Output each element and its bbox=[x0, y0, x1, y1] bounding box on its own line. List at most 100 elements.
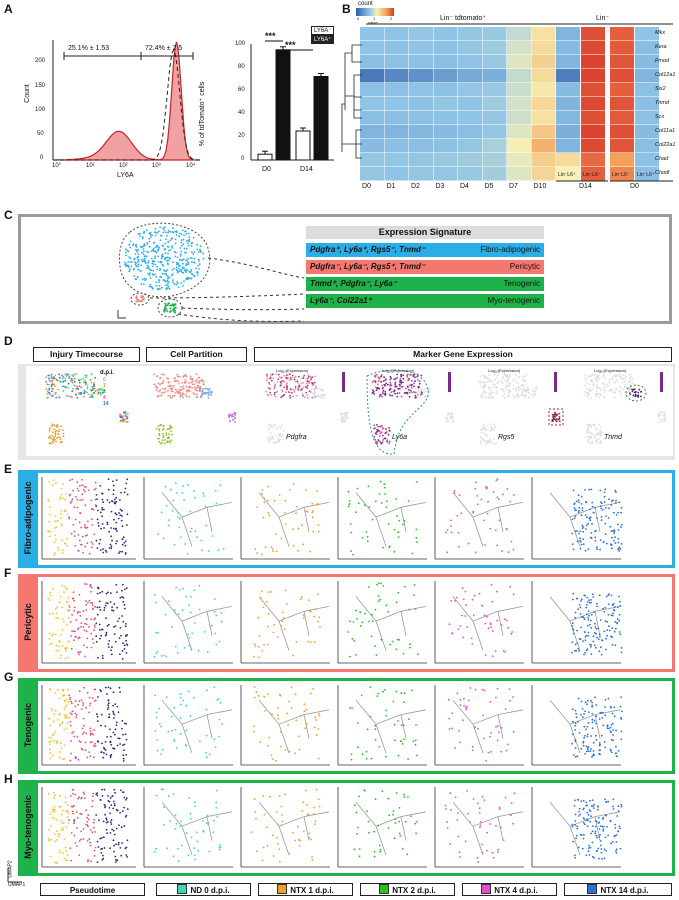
pericyte-cluster bbox=[135, 295, 145, 303]
heat-cell bbox=[384, 97, 409, 111]
heat-cell bbox=[360, 125, 384, 139]
heat-cell bbox=[507, 55, 531, 69]
bar-ytick: 100 bbox=[235, 41, 246, 47]
expression-label: Log₁₀(Expression) bbox=[276, 368, 309, 373]
legend-label: NTX 1 d.p.i. bbox=[290, 886, 334, 895]
heat-cell bbox=[458, 153, 482, 167]
heat-cell bbox=[610, 97, 634, 111]
legend-label: NTX 2 d.p.i. bbox=[392, 886, 436, 895]
dpi-legend-item: 1 bbox=[103, 383, 106, 389]
bar-D14-0 bbox=[295, 130, 311, 161]
hist-xtick: 10³ bbox=[152, 163, 161, 169]
hist-ytick: 100 bbox=[35, 107, 46, 113]
hist-xtick: 10¹ bbox=[86, 163, 95, 169]
umap-axis-arrows bbox=[7, 868, 22, 883]
heatmap-row-label: Col12a1 bbox=[655, 72, 676, 78]
heatmap-col-label: D0 bbox=[362, 183, 371, 190]
heat-cell bbox=[507, 27, 531, 41]
heatmap-group-right: Lin⁻ bbox=[596, 15, 610, 22]
heat-cell bbox=[360, 83, 384, 97]
heat-cell bbox=[384, 27, 409, 41]
signature-row: Pdgfra⁺, Ly6a⁺, Rgs5⁻, Tnmd⁻ Fibro-adipog… bbox=[306, 243, 544, 257]
panel-b-heatmap bbox=[341, 8, 673, 182]
heat-cell bbox=[409, 55, 433, 69]
signature-type: Fibro-adipogenic bbox=[480, 245, 540, 254]
heat-cell bbox=[409, 139, 433, 153]
legend-swatch bbox=[587, 884, 598, 894]
heat-cell bbox=[409, 27, 433, 41]
signature-type: Tenogenic bbox=[503, 279, 540, 288]
heat-cell bbox=[635, 27, 659, 41]
row-label: Tenogenic bbox=[23, 702, 33, 748]
bar-ylabel: % of tdTomato⁺ cells bbox=[199, 81, 207, 147]
heat-cell bbox=[531, 69, 556, 83]
heat-cell bbox=[409, 111, 433, 125]
fap-cluster bbox=[123, 226, 205, 291]
expression-label: Log₁₀(Expression) bbox=[488, 368, 521, 373]
heat-cell bbox=[610, 139, 634, 153]
panel-label-e: E bbox=[4, 462, 13, 476]
signature-arrows bbox=[149, 257, 305, 322]
heat-cell bbox=[610, 167, 634, 181]
heat-cell bbox=[433, 41, 458, 55]
umap-cell bbox=[531, 685, 623, 766]
umap-cell bbox=[434, 787, 524, 868]
umap-cell bbox=[337, 477, 427, 560]
panel-c-frame bbox=[18, 214, 672, 324]
umap-cell bbox=[41, 685, 136, 766]
heat-cell bbox=[531, 97, 556, 111]
heat-cell bbox=[458, 69, 482, 83]
heat-cell bbox=[458, 41, 482, 55]
heat-cell bbox=[531, 111, 556, 125]
colorbar-sublabel: value bbox=[368, 20, 378, 25]
heatmap-col-label: D3 bbox=[435, 183, 445, 190]
heat-cell bbox=[384, 153, 409, 167]
heat-cell bbox=[409, 125, 433, 139]
row-frame-1 bbox=[18, 574, 675, 672]
hist-xtick: 10° bbox=[52, 163, 62, 169]
heat-cell bbox=[581, 111, 605, 125]
hist-xlabel: LY6A bbox=[117, 172, 134, 179]
row-label-strip bbox=[18, 780, 38, 876]
heatmap-col-label: D4 bbox=[460, 183, 469, 190]
heat-cell bbox=[433, 83, 458, 97]
heat-cell bbox=[482, 153, 507, 167]
heat-cell bbox=[360, 139, 384, 153]
heatmap-row-label: Kera bbox=[655, 44, 667, 50]
signature-genes: Ly6a⁻, Col22a1⁺ bbox=[310, 296, 372, 305]
heatmap-col-label: Lin⁻L6⁺ bbox=[637, 172, 655, 178]
row-label-strip bbox=[18, 470, 38, 568]
heat-cell bbox=[384, 125, 409, 139]
expression-scale bbox=[660, 372, 663, 392]
heatmap-col-label: Lin⁻L6⁺ bbox=[558, 172, 576, 178]
heat-cell bbox=[556, 69, 580, 83]
panel-label-f: F bbox=[4, 566, 12, 580]
bar-ytick: 80 bbox=[238, 64, 245, 70]
umap-cell bbox=[337, 787, 427, 868]
heat-cell bbox=[531, 41, 556, 55]
signature-row: Pdgfra⁻, Ly6a⁻, Rgs5⁺, Tnmd⁻ Pericytic bbox=[306, 260, 544, 274]
gene-label: Rgs5 bbox=[498, 434, 515, 441]
dpi-legend-item: 14 bbox=[103, 401, 109, 407]
legend-item: NTX 1 d.p.i. bbox=[258, 883, 353, 896]
heat-cell bbox=[360, 27, 384, 41]
heat-cell bbox=[360, 55, 384, 69]
histogram bbox=[52, 40, 200, 161]
heat-cell bbox=[581, 27, 605, 41]
umap-cell bbox=[434, 685, 524, 766]
umap-tnmd bbox=[583, 372, 667, 445]
heat-cell bbox=[482, 139, 507, 153]
dpi-legend-item: 0 bbox=[103, 377, 106, 383]
legend-label: ND 0 d.p.i. bbox=[190, 886, 230, 895]
heat-cell bbox=[581, 167, 605, 181]
signature-row: Ly6a⁻, Col22a1⁺ Myo-tenogenic bbox=[306, 294, 544, 308]
colorbar-tick: 0 bbox=[357, 16, 360, 21]
heat-cell bbox=[635, 69, 659, 83]
hist-xtick: 10⁴ bbox=[186, 163, 196, 169]
heat-cell bbox=[581, 153, 605, 167]
umap-cell bbox=[337, 581, 427, 664]
heat-cell bbox=[409, 83, 433, 97]
heatmap-col-label: D10 bbox=[533, 183, 547, 190]
heat-cell bbox=[610, 69, 634, 83]
umap-cell bbox=[240, 581, 330, 664]
